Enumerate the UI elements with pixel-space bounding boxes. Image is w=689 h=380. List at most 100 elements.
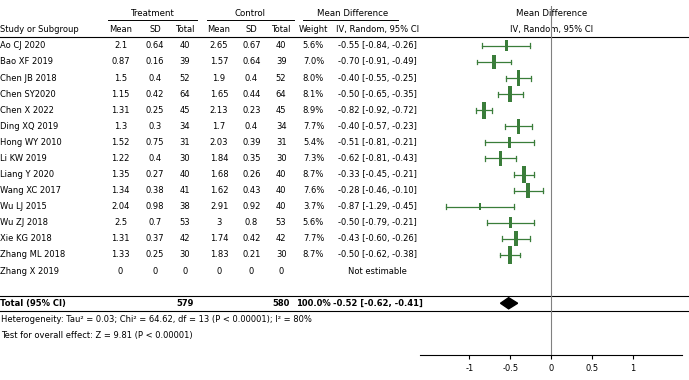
FancyBboxPatch shape (508, 247, 513, 263)
Text: -0.51 [-0.81, -0.21]: -0.51 [-0.81, -0.21] (338, 138, 417, 147)
Text: IV, Random, 95% CI: IV, Random, 95% CI (336, 25, 419, 34)
Text: 1.83: 1.83 (209, 250, 229, 260)
Text: 8.1%: 8.1% (303, 90, 324, 99)
FancyBboxPatch shape (508, 86, 513, 102)
Text: Hong WY 2010: Hong WY 2010 (0, 138, 62, 147)
Text: 0.39: 0.39 (243, 138, 260, 147)
Text: 7.7%: 7.7% (302, 122, 325, 131)
Text: -0.87 [-1.29, -0.45]: -0.87 [-1.29, -0.45] (338, 202, 417, 211)
Text: 42: 42 (179, 234, 190, 244)
Text: 30: 30 (276, 250, 287, 260)
FancyBboxPatch shape (479, 203, 481, 211)
Text: 1.15: 1.15 (112, 90, 130, 99)
Text: 1.52: 1.52 (112, 138, 130, 147)
Text: 0: 0 (278, 267, 284, 276)
Text: 0.44: 0.44 (243, 90, 260, 99)
Text: SD: SD (245, 25, 258, 34)
Text: -0.55 [-0.84, -0.26]: -0.55 [-0.84, -0.26] (338, 41, 417, 51)
Text: Ding XQ 2019: Ding XQ 2019 (0, 122, 59, 131)
Text: 1.62: 1.62 (210, 186, 228, 195)
Text: 40: 40 (179, 41, 190, 51)
Text: 100.0%: 100.0% (296, 299, 331, 308)
Text: 2.91: 2.91 (210, 202, 228, 211)
Text: 40: 40 (276, 186, 287, 195)
Text: 579: 579 (176, 299, 194, 308)
Text: Mean: Mean (109, 25, 132, 34)
Text: 0.4: 0.4 (148, 74, 162, 82)
Text: 0.27: 0.27 (146, 170, 164, 179)
FancyBboxPatch shape (517, 70, 520, 86)
Text: 8.9%: 8.9% (303, 106, 324, 115)
Polygon shape (500, 298, 517, 309)
Text: 42: 42 (276, 234, 287, 244)
Text: 0.26: 0.26 (243, 170, 260, 179)
Text: 30: 30 (276, 154, 287, 163)
Text: -0.28 [-0.46, -0.10]: -0.28 [-0.46, -0.10] (338, 186, 417, 195)
Text: 40: 40 (179, 170, 190, 179)
Text: Chen X 2022: Chen X 2022 (0, 106, 54, 115)
Text: -0.50 [-0.79, -0.21]: -0.50 [-0.79, -0.21] (338, 218, 417, 227)
Text: 5.6%: 5.6% (303, 218, 324, 227)
Text: 0.64: 0.64 (243, 57, 260, 66)
Text: 30: 30 (179, 154, 190, 163)
Text: 2.13: 2.13 (210, 106, 228, 115)
Text: -0.62 [-0.81, -0.43]: -0.62 [-0.81, -0.43] (338, 154, 417, 163)
Text: 0.35: 0.35 (243, 154, 260, 163)
Text: Total (95% CI): Total (95% CI) (0, 299, 66, 308)
Text: 0: 0 (182, 267, 187, 276)
Text: Weight: Weight (299, 25, 328, 34)
Text: 8.0%: 8.0% (303, 74, 324, 82)
Text: Treatment: Treatment (131, 9, 174, 18)
Text: 1.35: 1.35 (112, 170, 130, 179)
Text: 0.75: 0.75 (146, 138, 164, 147)
Text: 0: 0 (249, 267, 254, 276)
Text: Chen SY2020: Chen SY2020 (0, 90, 56, 99)
Text: Study or Subgroup: Study or Subgroup (0, 25, 79, 34)
Text: 0.4: 0.4 (148, 154, 162, 163)
FancyBboxPatch shape (514, 231, 518, 247)
Text: 53: 53 (276, 218, 287, 227)
Text: 41: 41 (179, 186, 190, 195)
Text: 0.23: 0.23 (243, 106, 260, 115)
Text: Total: Total (175, 25, 194, 34)
Text: Liang Y 2020: Liang Y 2020 (0, 170, 54, 179)
FancyBboxPatch shape (522, 166, 526, 183)
Text: -0.40 [-0.55, -0.25]: -0.40 [-0.55, -0.25] (338, 74, 417, 82)
Text: IV, Random, 95% CI: IV, Random, 95% CI (510, 25, 593, 34)
Text: 0.38: 0.38 (145, 186, 165, 195)
Text: -0.43 [-0.60, -0.26]: -0.43 [-0.60, -0.26] (338, 234, 417, 244)
Text: Total: Total (271, 25, 291, 34)
Text: 1.84: 1.84 (210, 154, 228, 163)
Text: Wu LJ 2015: Wu LJ 2015 (0, 202, 47, 211)
Text: 2.04: 2.04 (112, 202, 130, 211)
Text: Chen JB 2018: Chen JB 2018 (0, 74, 56, 82)
Text: 8.7%: 8.7% (302, 250, 325, 260)
Text: 1.33: 1.33 (111, 250, 130, 260)
Text: 0.43: 0.43 (243, 186, 260, 195)
Text: 30: 30 (179, 250, 190, 260)
FancyBboxPatch shape (508, 137, 511, 148)
FancyBboxPatch shape (499, 151, 502, 166)
FancyBboxPatch shape (492, 55, 495, 69)
Text: 0.92: 0.92 (243, 202, 260, 211)
Text: 1.74: 1.74 (210, 234, 228, 244)
Text: -0.40 [-0.57, -0.23]: -0.40 [-0.57, -0.23] (338, 122, 417, 131)
Text: 3.7%: 3.7% (302, 202, 325, 211)
Text: 2.1: 2.1 (114, 41, 127, 51)
Text: 1.3: 1.3 (114, 122, 127, 131)
Text: 1.31: 1.31 (112, 106, 130, 115)
FancyBboxPatch shape (526, 183, 530, 198)
Text: 64: 64 (179, 90, 190, 99)
Text: Li KW 2019: Li KW 2019 (0, 154, 47, 163)
Text: 45: 45 (276, 106, 287, 115)
Text: Ao CJ 2020: Ao CJ 2020 (0, 41, 45, 51)
Text: 8.7%: 8.7% (302, 170, 325, 179)
Text: 31: 31 (276, 138, 287, 147)
Text: 7.7%: 7.7% (302, 234, 325, 244)
Text: 52: 52 (276, 74, 287, 82)
Text: 34: 34 (179, 122, 190, 131)
Text: 40: 40 (276, 41, 287, 51)
Text: 39: 39 (179, 57, 190, 66)
Text: 40: 40 (276, 170, 287, 179)
Text: 1.65: 1.65 (210, 90, 228, 99)
